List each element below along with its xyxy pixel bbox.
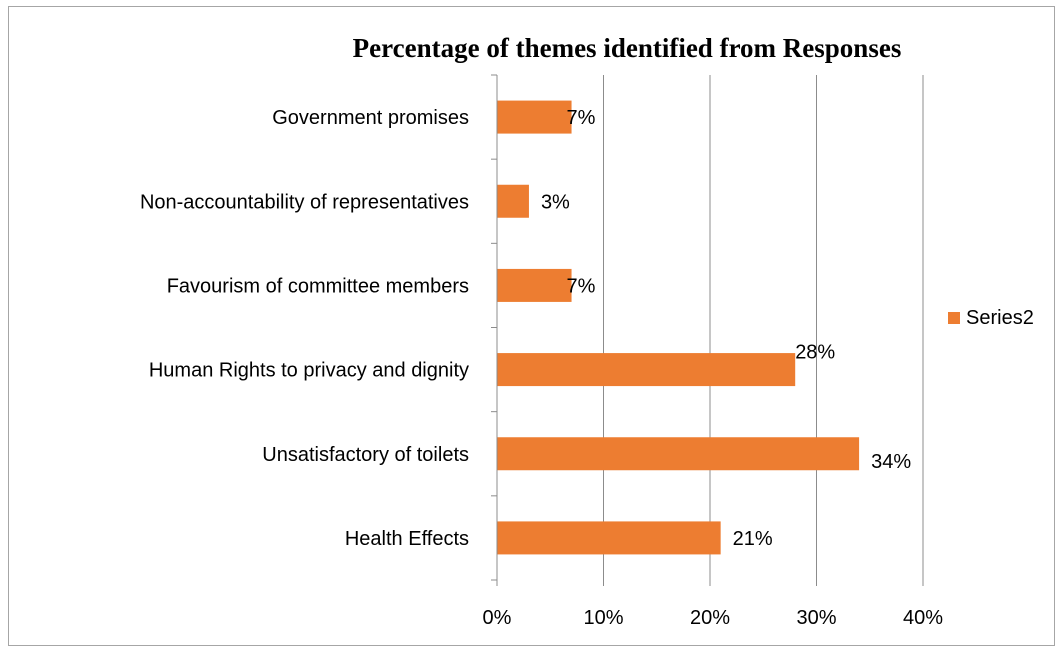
data-label: 3% [541, 191, 570, 213]
bar [497, 100, 572, 134]
category-label: Government promises [272, 107, 469, 129]
category-label: Favourism of committee members [167, 275, 469, 297]
bars [497, 100, 860, 555]
category-label: Human Rights to privacy and dignity [149, 360, 469, 382]
data-label: 7% [567, 275, 596, 297]
x-tick-label: 0% [483, 607, 512, 628]
legend-swatch [948, 312, 960, 324]
data-label: 28% [795, 342, 835, 364]
legend: Series2 [948, 307, 1034, 329]
bar [497, 184, 529, 218]
x-tick-label: 10% [583, 607, 623, 628]
gridlines [603, 75, 924, 580]
data-label: 7% [567, 107, 596, 129]
category-label: Health Effects [345, 528, 469, 550]
axes [491, 74, 924, 586]
category-labels: Government promises Non-accountability of… [140, 107, 469, 550]
category-label: Unsatisfactory of toilets [262, 444, 469, 466]
bar [497, 268, 572, 302]
legend-label: Series2 [966, 307, 1034, 329]
bar [497, 521, 721, 555]
bar [497, 437, 860, 471]
tick-labels: 0% 10% 20% 30% 40% [483, 607, 944, 628]
data-label: 21% [733, 528, 773, 550]
category-label: Non-accountability of representatives [140, 191, 469, 213]
x-tick-label: 40% [903, 607, 943, 628]
x-tick-label: 20% [690, 607, 730, 628]
bar [497, 353, 796, 387]
x-tick-label: 30% [796, 607, 836, 628]
bar-chart: Percentage of themes identified from Res… [140, 33, 1034, 628]
data-label: 34% [871, 451, 911, 473]
chart-title: Percentage of themes identified from Res… [353, 33, 902, 63]
data-labels: 7% 3% 7% 28% 34% 21% [541, 107, 911, 550]
